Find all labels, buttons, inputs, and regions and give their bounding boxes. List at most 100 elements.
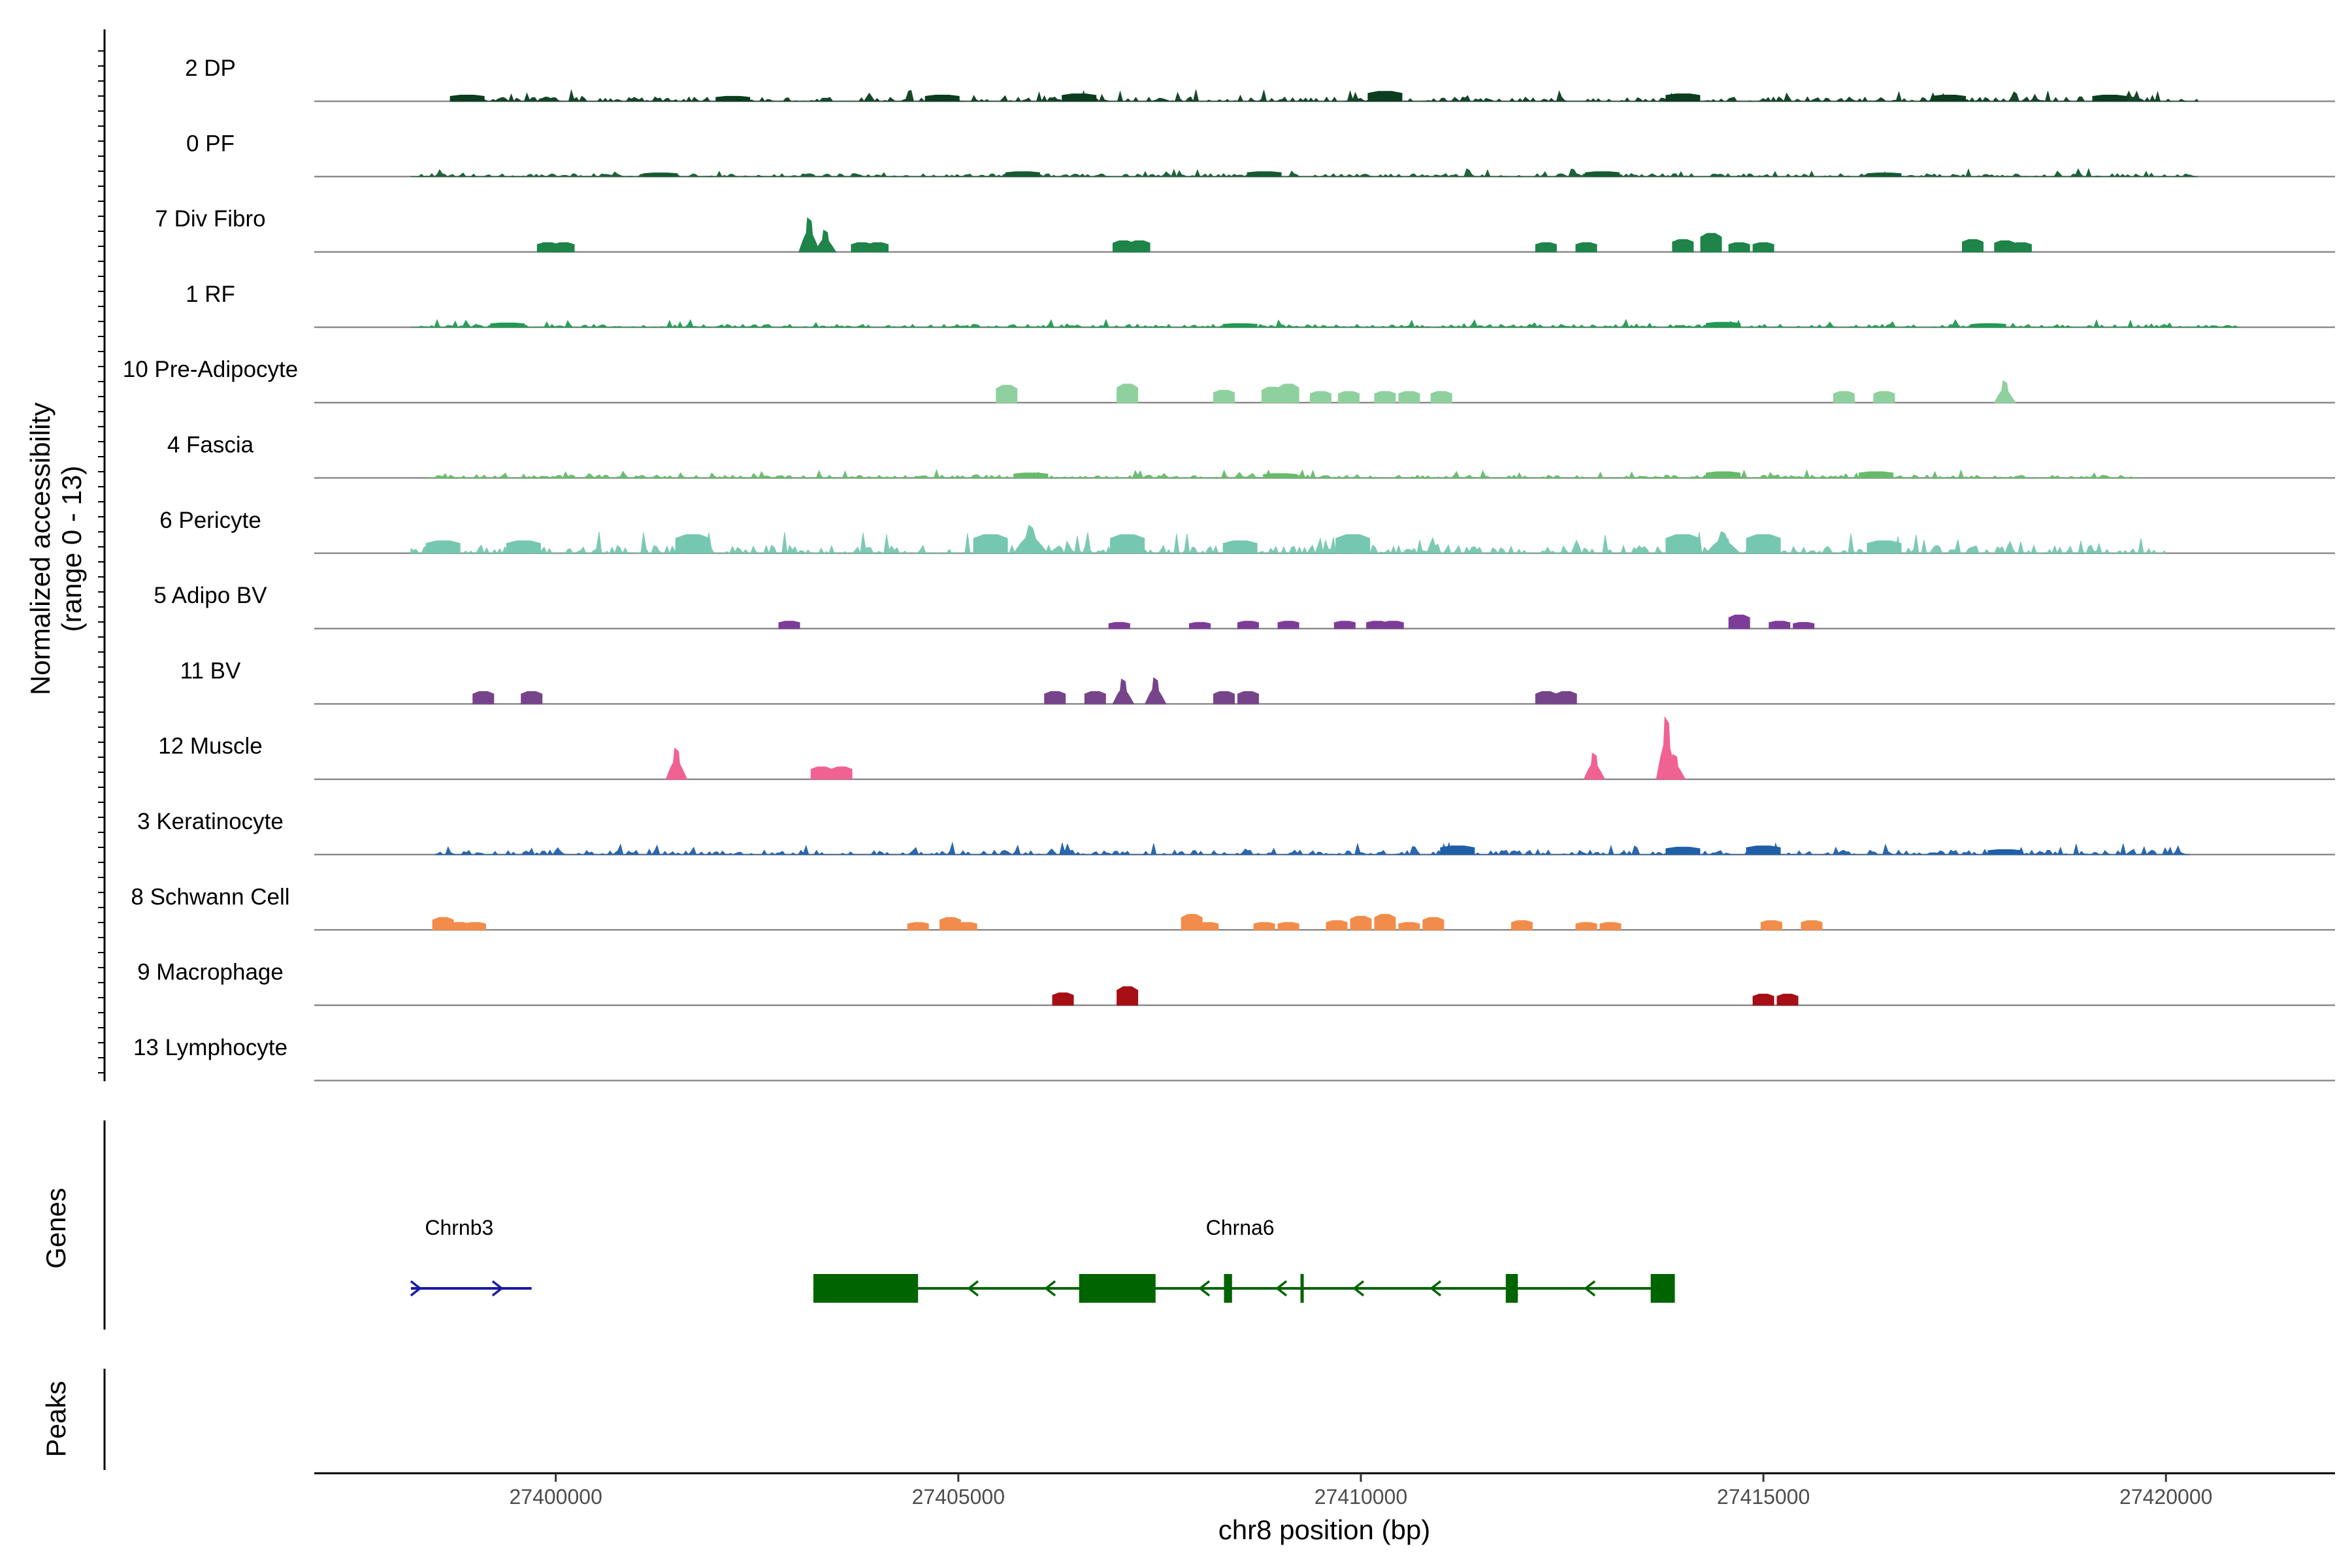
gene-chrnb3: Chrnb3: [410, 1216, 532, 1297]
x-tick-label: 27420000: [2119, 1485, 2212, 1509]
track-peak: [1398, 922, 1420, 930]
strand-arrow: [491, 1280, 504, 1297]
strand-arrow: [967, 1280, 979, 1297]
track-peak: [1555, 691, 1577, 704]
track-peak: [1430, 391, 1452, 403]
track-9-macrophage: 9 Macrophage: [137, 960, 2335, 1006]
track-peak: [2092, 95, 2127, 102]
track-peak: [1333, 621, 1356, 629]
track-signal: [434, 841, 2191, 856]
track-peak: [973, 534, 1008, 554]
track-peak: [1013, 525, 1049, 554]
track-peak: [1873, 391, 1895, 403]
strand-arrow: [1352, 1280, 1365, 1297]
track-peak: [1575, 242, 1597, 253]
x-tick-label: 27415000: [1717, 1485, 1810, 1509]
track-peak: [1867, 172, 1902, 177]
track-peak: [1663, 753, 1686, 780]
track-peak: [1961, 239, 1984, 253]
track-peak: [665, 747, 688, 780]
track-peak: [907, 922, 929, 930]
track-peak: [506, 540, 541, 554]
track-signal: [410, 531, 2167, 555]
track-peak: [1931, 95, 1967, 102]
track-peak: [1374, 391, 1396, 403]
track-peak: [1222, 323, 1258, 328]
track-peak: [1374, 914, 1396, 930]
track-peak: [1144, 677, 1167, 704]
track-peak: [1326, 920, 1348, 930]
track-peak: [715, 95, 751, 102]
track-label: 7 Div Fibro: [155, 206, 265, 232]
track-peak: [1752, 994, 1774, 1006]
track-peak: [1197, 922, 1219, 930]
track-peak: [1277, 621, 1299, 629]
gene-label: Chrna6: [1206, 1216, 1275, 1239]
track-peak: [1108, 622, 1130, 629]
track-peak: [798, 217, 821, 253]
track-label: 5 Adipo BV: [154, 583, 267, 608]
gene-label: Chrnb3: [425, 1216, 493, 1239]
track-3-keratinocyte: 3 Keratinocyte: [137, 809, 2335, 856]
strand-arrow: [1044, 1280, 1056, 1297]
track-signal: [410, 168, 2198, 178]
track-peak: [490, 322, 525, 328]
track-label: 9 Macrophage: [137, 960, 284, 985]
track-label: 6 Pericyte: [159, 508, 261, 533]
gene-chrna6: Chrna6: [813, 1216, 1675, 1303]
track-peak: [1044, 691, 1066, 704]
track-peak: [814, 229, 837, 253]
track-peak: [1263, 473, 1298, 478]
tracks-layer: 2 DP 0 PF 7 Div Fibro 1 RF 10 Pre-Adipocyte 4…: [98, 29, 2335, 1082]
x-tick-label: 27400000: [509, 1485, 602, 1509]
track-peak: [1277, 384, 1299, 403]
track-peak: [1253, 922, 1275, 930]
track-8-schwann-cell: 8 Schwann Cell: [131, 884, 2335, 931]
track-peak: [1440, 845, 1475, 855]
track-peak: [425, 540, 461, 554]
track-peak: [1752, 242, 1774, 253]
track-peak: [1859, 471, 1894, 478]
track-peak: [1867, 540, 1902, 554]
track-peak: [867, 242, 889, 253]
track-peak: [1987, 849, 2023, 855]
track-peak: [1382, 621, 1404, 629]
track-peak: [1511, 920, 1533, 930]
track-2-dp: 2 DP: [185, 56, 2335, 103]
x-axis: 27400000 27405000 27410000 27415000 27420000: [314, 1472, 2335, 1509]
peaks-panel-label: Peaks: [41, 1381, 71, 1458]
xlabel: chr8 position (bp): [1218, 1514, 1431, 1545]
track-peak: [996, 385, 1018, 403]
track-label: 8 Schwann Cell: [131, 884, 289, 909]
track-label: 3 Keratinocyte: [137, 809, 284, 834]
track-peak: [1705, 321, 1740, 328]
track-peak: [2010, 242, 2032, 253]
track-7-div-fibro: 7 Div Fibro: [155, 206, 2335, 253]
track-peak: [1833, 391, 1855, 403]
track-peak: [1583, 752, 1606, 780]
track-peak: [1189, 622, 1211, 629]
track-peak: [1247, 171, 1282, 177]
track-peak: [464, 922, 486, 930]
strand-arrow: [410, 1280, 422, 1297]
track-peak: [1128, 240, 1151, 253]
track-peak: [1213, 691, 1235, 704]
strand-arrow: [1275, 1280, 1288, 1297]
track-12-muscle: 12 Muscle: [158, 716, 2335, 780]
track-peak: [778, 621, 800, 629]
track-peak: [1213, 389, 1235, 403]
track-peak: [1535, 242, 1557, 253]
track-label: 4 Fascia: [167, 433, 254, 458]
track-peak: [1084, 691, 1106, 704]
track-peak: [1237, 621, 1259, 629]
track-peak: [1801, 920, 1823, 930]
track-peak: [1776, 994, 1799, 1006]
track-peak: [553, 242, 575, 253]
gene-exon: [1505, 1274, 1518, 1303]
track-peak: [675, 534, 710, 554]
track-label: 10 Pre-Adipocyte: [123, 357, 298, 382]
track-4-fascia: 4 Fascia: [167, 433, 2335, 479]
track-peak: [1277, 922, 1299, 930]
track-signal: [410, 319, 2239, 328]
